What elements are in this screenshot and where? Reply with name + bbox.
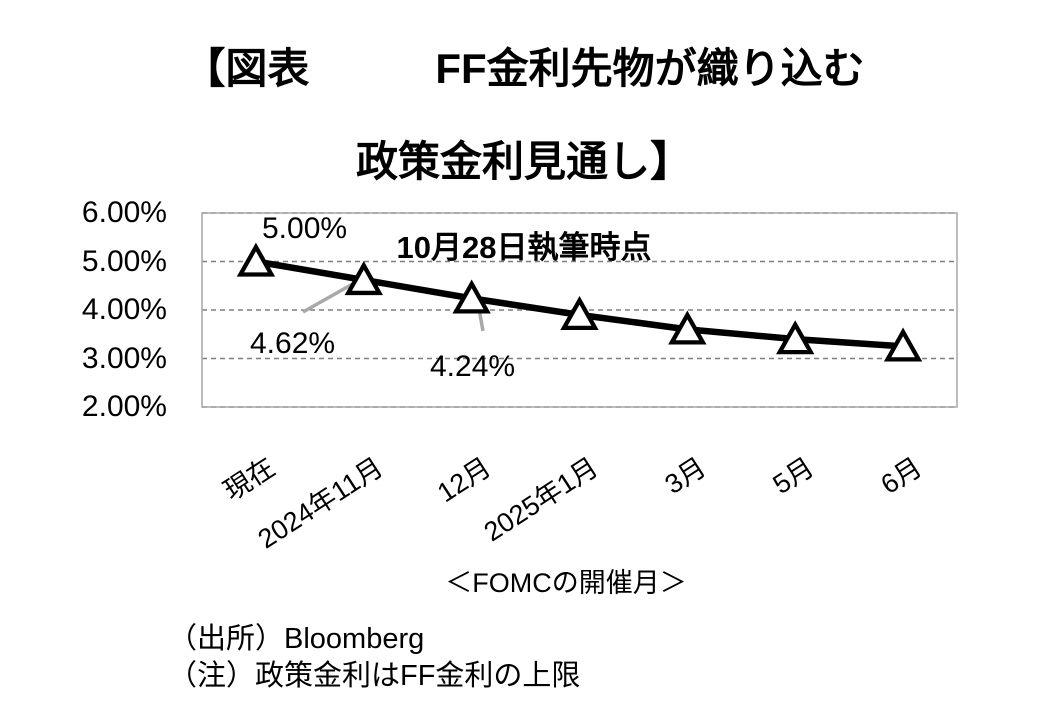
title-line2: 政策金利見通し】 — [355, 138, 692, 185]
source-note: （出所）Bloomberg — [168, 623, 425, 655]
footer-notes: （出所）Bloomberg （注）政策金利はFF金利の上限 — [168, 621, 580, 695]
y-axis-label: 5.00% — [81, 244, 167, 278]
title-subtitle: 10月28日執筆時点 — [396, 230, 652, 265]
data-label: 5.00% — [262, 212, 348, 245]
y-axis-label: 4.00% — [81, 293, 167, 326]
data-label: 4.62% — [250, 327, 336, 360]
figure-title: 【図表 FF金利先物が織り込む 政策金利見通し】 10月28日執筆時点 — [0, 4, 1048, 304]
data-label: 4.24% — [430, 350, 516, 383]
y-axis-label: 6.00% — [81, 196, 167, 229]
y-axis-label: 3.00% — [81, 341, 167, 375]
policy-note: （注）政策金利はFF金利の上限 — [168, 660, 581, 692]
x-axis-title: ＜FOMCの開催月＞ — [445, 568, 687, 598]
title-line1: 【図表 FF金利先物が織り込む — [183, 45, 865, 92]
y-axis-label: 2.00% — [81, 390, 167, 423]
